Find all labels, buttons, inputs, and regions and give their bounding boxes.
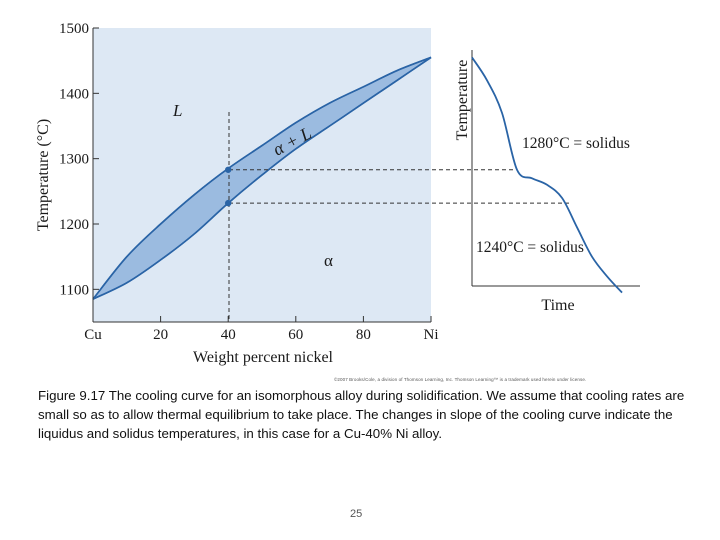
y-tick-label: 1400 [59, 86, 89, 102]
figure-caption: Figure 9.17 The cooling curve for an iso… [38, 388, 685, 441]
composition-marker-0 [225, 166, 232, 173]
x-tick-label: 80 [356, 327, 371, 343]
liquid-region-label: L [172, 101, 182, 120]
y-tick-label: 1200 [59, 217, 89, 233]
composition-markers [225, 166, 232, 207]
cooling-curve [471, 56, 623, 294]
cooling-x-axis-label: Time [541, 297, 574, 314]
x-tick-label: Cu [84, 327, 102, 343]
liquidus-curve [92, 56, 432, 300]
y-tick-label: 1500 [59, 21, 89, 37]
y-axis-label: Temperature (°C) [35, 119, 52, 231]
solidus-annotation: 1240°C = solidus [476, 239, 584, 256]
x-axis-ticks: Cu 20 40 60 80 Ni [84, 316, 439, 343]
solid-region-label: α [324, 251, 333, 270]
copyright-notice: ©2007 Brooks/Cole, a division of Thomson… [334, 377, 587, 382]
y-axis-ticks: 1100 1200 1300 1400 1500 [59, 21, 99, 298]
x-tick-label: 20 [153, 327, 168, 343]
y-tick-label: 1300 [59, 152, 89, 168]
liquidus-annotation: 1280°C = solidus [522, 135, 630, 152]
x-tick-label: 40 [221, 327, 236, 343]
x-tick-label: 60 [288, 327, 303, 343]
composition-marker-1 [225, 199, 232, 207]
cooling-y-axis-label: Temperature [454, 60, 471, 141]
y-tick-label: 1100 [60, 282, 89, 298]
x-tick-label: Ni [424, 327, 439, 343]
page-number: 25 [350, 508, 363, 520]
solidus-curve [92, 56, 432, 300]
x-axis-label: Weight percent nickel [193, 349, 334, 366]
